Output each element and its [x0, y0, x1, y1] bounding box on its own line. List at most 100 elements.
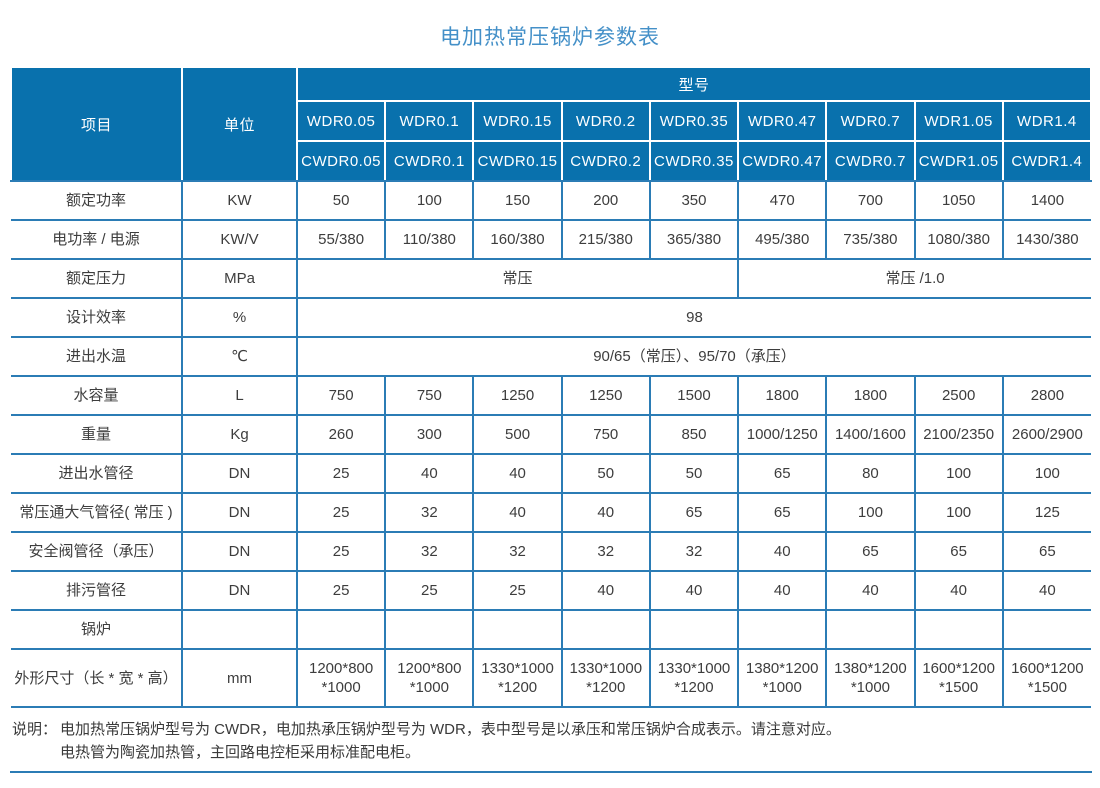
wdr-model-cell: WDR0.1: [384, 100, 475, 142]
value-cell: [385, 609, 475, 649]
value-cell: 65: [914, 531, 1004, 571]
value-cell: 1430/380: [1002, 219, 1091, 259]
value-cell: [561, 609, 651, 649]
value-cell: 150: [473, 180, 563, 220]
notes-line-1: 电加热常压锅炉型号为 CWDR，电加热承压锅炉型号为 WDR，表中型号是以承压和…: [60, 721, 841, 738]
value-cell: 100: [385, 180, 475, 220]
merged-value-cell: 90/65（常压）、95/70（承压）: [297, 336, 1091, 376]
value-cell: [738, 609, 828, 649]
unit-cell: L: [182, 375, 298, 415]
value-cell: 1380*1200 *1000: [826, 648, 916, 708]
wdr-model-cell: WDR0.47: [737, 100, 828, 142]
value-cell: 2100/2350: [914, 414, 1004, 454]
value-cell: 40: [738, 570, 828, 610]
cwdr-model-cell: CWDR0.35: [648, 140, 740, 182]
cwdr-model-cell: CWDR0.05: [295, 140, 387, 182]
cwdr-model-cell: CWDR0.15: [472, 140, 563, 182]
row-label-cell: 安全阀管径（承压）: [11, 531, 183, 571]
merged-value-cell: 常压 /1.0: [738, 258, 1091, 298]
value-cell: 470: [738, 180, 828, 220]
value-cell: 1250: [473, 375, 563, 415]
unit-cell: ℃: [182, 336, 298, 376]
value-cell: 32: [649, 531, 740, 571]
value-cell: 260: [297, 414, 387, 454]
wdr-model-cell: WDR0.7: [825, 100, 916, 142]
value-cell: 1600*1200 *1500: [1002, 648, 1091, 708]
row-label-cell: 锅炉: [11, 609, 183, 649]
value-cell: 32: [385, 531, 475, 571]
unit-cell: DN: [182, 453, 298, 493]
value-cell: 215/380: [561, 219, 651, 259]
value-cell: 500: [473, 414, 563, 454]
value-cell: 40: [914, 570, 1004, 610]
value-cell: 40: [561, 570, 651, 610]
row-label-cell: 外形尺寸（长 * 宽 * 高）: [11, 648, 183, 708]
wdr-model-cell: WDR0.2: [560, 100, 651, 142]
value-cell: 25: [385, 570, 475, 610]
value-cell: 65: [649, 492, 740, 532]
spec-table: 项目 单位 型号 WDR0.05 WDR0.1 WDR0.15 WDR0.2 WDR0.35 W…: [10, 66, 1093, 708]
value-cell: 50: [561, 453, 651, 493]
merged-value-cell: 98: [297, 297, 1091, 337]
header-row-modelgroup: 项目 单位 型号: [10, 66, 1092, 182]
value-cell: 1330*1000 *1200: [649, 648, 740, 708]
table-row: 设计效率% 98: [11, 297, 1091, 337]
value-cell: 80: [826, 453, 916, 493]
table-row: 排污管径 DN 25 25 25 40 40 40 40 40 40: [11, 570, 1091, 610]
row-label-cell: 额定功率: [11, 180, 183, 220]
value-cell: 100: [914, 492, 1004, 532]
table-row: 进出水管径 DN 25 40 40 50 50 65 80 100 100: [11, 453, 1091, 493]
value-cell: 25: [297, 570, 387, 610]
unit-cell: KW/V: [182, 219, 298, 259]
table-row: 外形尺寸（长 * 宽 * 高） mm 1200*800 *1000 1200*800 …: [11, 648, 1091, 708]
table-body: 额定功率 KW 50 100 150 200 350 470 700 1050 1400 电功率 / …: [11, 180, 1091, 708]
value-cell: 1400/1600: [826, 414, 916, 454]
value-cell: 1050: [914, 180, 1004, 220]
row-label-cell: 排污管径: [11, 570, 183, 610]
value-cell: 750: [561, 414, 651, 454]
value-cell: 2600/2900: [1002, 414, 1091, 454]
value-cell: 1250: [561, 375, 651, 415]
value-cell: 55/380: [297, 219, 387, 259]
value-cell: [473, 609, 563, 649]
value-cell: 160/380: [473, 219, 563, 259]
notes-text: 电加热常压锅炉型号为 CWDR，电加热承压锅炉型号为 WDR，表中型号是以承压和…: [60, 718, 1092, 764]
value-cell: 110/380: [385, 219, 475, 259]
table-row: 额定功率 KW 50 100 150 200 350 470 700 1050 1400: [11, 180, 1091, 220]
wdr-model-cell: WDR0.05: [295, 100, 387, 142]
value-cell: 1330*1000 *1200: [473, 648, 563, 708]
value-cell: 350: [649, 180, 740, 220]
value-cell: 40: [1002, 570, 1091, 610]
table-row: 锅炉: [11, 609, 1091, 649]
value-cell: 365/380: [649, 219, 740, 259]
value-cell: 40: [738, 531, 828, 571]
model-group-header-cell: 型号: [296, 66, 1092, 102]
table-row: 额定压力 MPa 常压 常压 /1.0: [11, 258, 1091, 298]
value-cell: 65: [738, 453, 828, 493]
value-cell: 25: [473, 570, 563, 610]
table-row: 安全阀管径（承压） DN 25 32 32 32 32 40 65 65 65: [11, 531, 1091, 571]
value-cell: 65: [826, 531, 916, 571]
cwdr-model-cell: CWDR0.47: [737, 140, 828, 182]
value-cell: 65: [1002, 531, 1091, 571]
value-cell: 125: [1002, 492, 1091, 532]
value-cell: [297, 609, 387, 649]
value-cell: 65: [738, 492, 828, 532]
row-label-cell: 电功率 / 电源: [11, 219, 183, 259]
value-cell: 1600*1200 *1500: [914, 648, 1004, 708]
value-cell: 1800: [826, 375, 916, 415]
table-row: 水容量 L 750 750 1250 1250 1500 1800 1800 2500 2800: [11, 375, 1091, 415]
notes-label: 说明：: [12, 721, 58, 738]
row-label-cell: 进出水管径: [11, 453, 183, 493]
value-cell: [914, 609, 1004, 649]
value-cell: 50: [649, 453, 740, 493]
unit-cell: mm: [182, 648, 298, 708]
merged-value-cell: 常压: [297, 258, 740, 298]
value-cell: 40: [826, 570, 916, 610]
value-cell: 1080/380: [914, 219, 1004, 259]
value-cell: 300: [385, 414, 475, 454]
wdr-model-cell: WDR1.05: [913, 100, 1004, 142]
unit-cell: DN: [182, 492, 298, 532]
value-cell: 1380*1200 *1000: [738, 648, 828, 708]
